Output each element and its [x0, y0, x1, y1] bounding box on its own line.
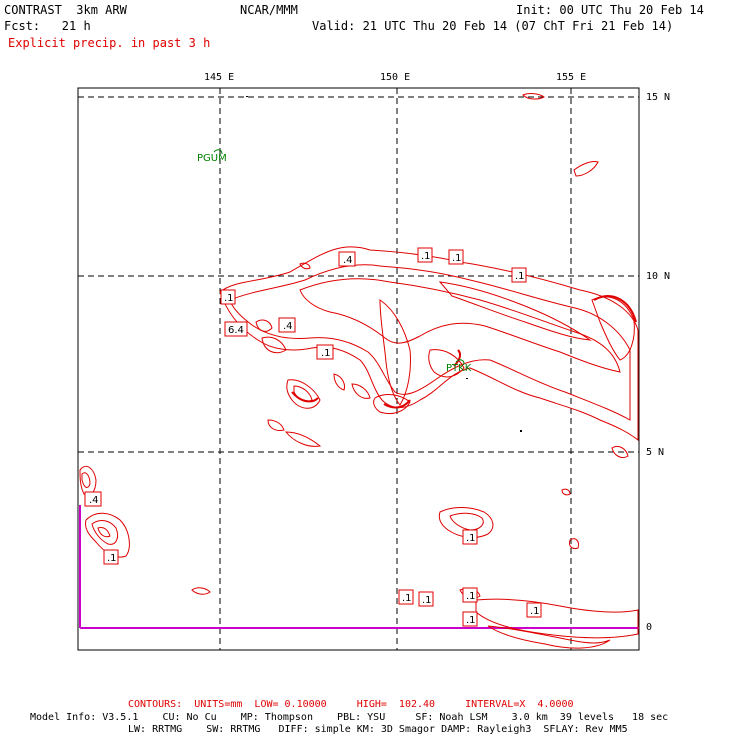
lon-label-145: 145 E	[204, 72, 235, 83]
forecast-hour: Fcst: 21 h	[4, 19, 91, 33]
contour-label-box: .1	[418, 591, 434, 607]
lat-label-equator: 0	[646, 622, 653, 633]
ptkk-marker	[455, 359, 465, 365]
contour-label-box: .1	[103, 549, 119, 565]
init-time: Init: 00 UTC Thu 20 Feb 14	[516, 3, 704, 17]
contour-label-box: .1	[417, 247, 433, 263]
station-label-pgum: PGUM	[197, 153, 227, 164]
contour-label-box: 6.4	[224, 321, 248, 337]
lat-lon-grid	[78, 88, 639, 650]
contour-label-text: .4	[343, 255, 353, 266]
precip-cores	[291, 295, 637, 409]
contour-label-text: .1	[107, 553, 117, 564]
domain-boundary	[79, 505, 639, 629]
station-markers	[213, 149, 465, 365]
contour-label-box: .4	[338, 251, 356, 267]
precip-contours	[79, 93, 639, 649]
lon-label-155: 155 E	[556, 72, 587, 83]
contour-label-text: .1	[224, 293, 234, 304]
contour-label-text: .1	[422, 595, 432, 606]
model-info-line2: LW: RRTMG SW: RRTMG DIFF: simple KM: 3D …	[128, 724, 628, 735]
contour-label-text: .1	[452, 253, 462, 264]
station-labels: PGUM PTKK	[197, 153, 472, 374]
station-label-ptkk: PTKK	[446, 363, 472, 374]
contour-label-box: .1	[316, 344, 334, 360]
contour-label-text: .1	[402, 593, 412, 604]
contour-label-box: .1	[462, 611, 478, 627]
lon-label-150: 150 E	[380, 72, 411, 83]
contour-label-box: .4	[278, 317, 296, 333]
contour-label-box: .1	[526, 602, 542, 618]
contour-legend: CONTOURS: UNITS=mm LOW= 0.10000 HIGH= 10…	[128, 699, 574, 710]
contour-label-text: .4	[89, 495, 99, 506]
contour-label-box: .1	[462, 529, 478, 545]
contour-label-text: .1	[321, 348, 331, 359]
valid-time: Valid: 21 UTC Thu 20 Feb 14 (07 ChT Fri …	[312, 19, 674, 33]
lat-label-15n: 15 N	[646, 92, 671, 103]
field-title: Explicit precip. in past 3 h	[8, 36, 211, 50]
contour-label-box: .1	[448, 249, 464, 265]
island-marks	[246, 96, 522, 432]
contour-label-text: .1	[530, 606, 540, 617]
lat-label-5n: 5 N	[646, 447, 665, 458]
contour-label-text: 6.4	[228, 325, 244, 336]
contour-label-text: .1	[515, 271, 525, 282]
contour-label-box: .1	[398, 589, 414, 605]
contour-label-box: .4	[84, 491, 102, 507]
contour-labels: .4 .1 .1 .1 .1 6.4 .4 .1 .4 .1 .1 .1 .1 …	[84, 247, 542, 627]
pgum-marker	[213, 149, 223, 155]
model-info-line1: Model Info: V3.5.1 CU: No Cu MP: Thompso…	[30, 712, 669, 723]
contour-label-text: .4	[283, 321, 293, 332]
contour-label-text: .1	[466, 591, 476, 602]
model-name: CONTRAST 3km ARW	[4, 3, 127, 17]
contour-label-text: .1	[466, 615, 476, 626]
contour-label-box: .1	[511, 267, 527, 283]
contour-label-box: .1	[462, 587, 478, 603]
contour-label-text: .1	[421, 251, 431, 262]
contour-label-box: .1	[220, 289, 236, 305]
lat-label-10n: 10 N	[646, 271, 671, 282]
center-name: NCAR/MMM	[240, 3, 298, 17]
contour-label-text: .1	[466, 533, 476, 544]
map-frame	[77, 87, 640, 651]
